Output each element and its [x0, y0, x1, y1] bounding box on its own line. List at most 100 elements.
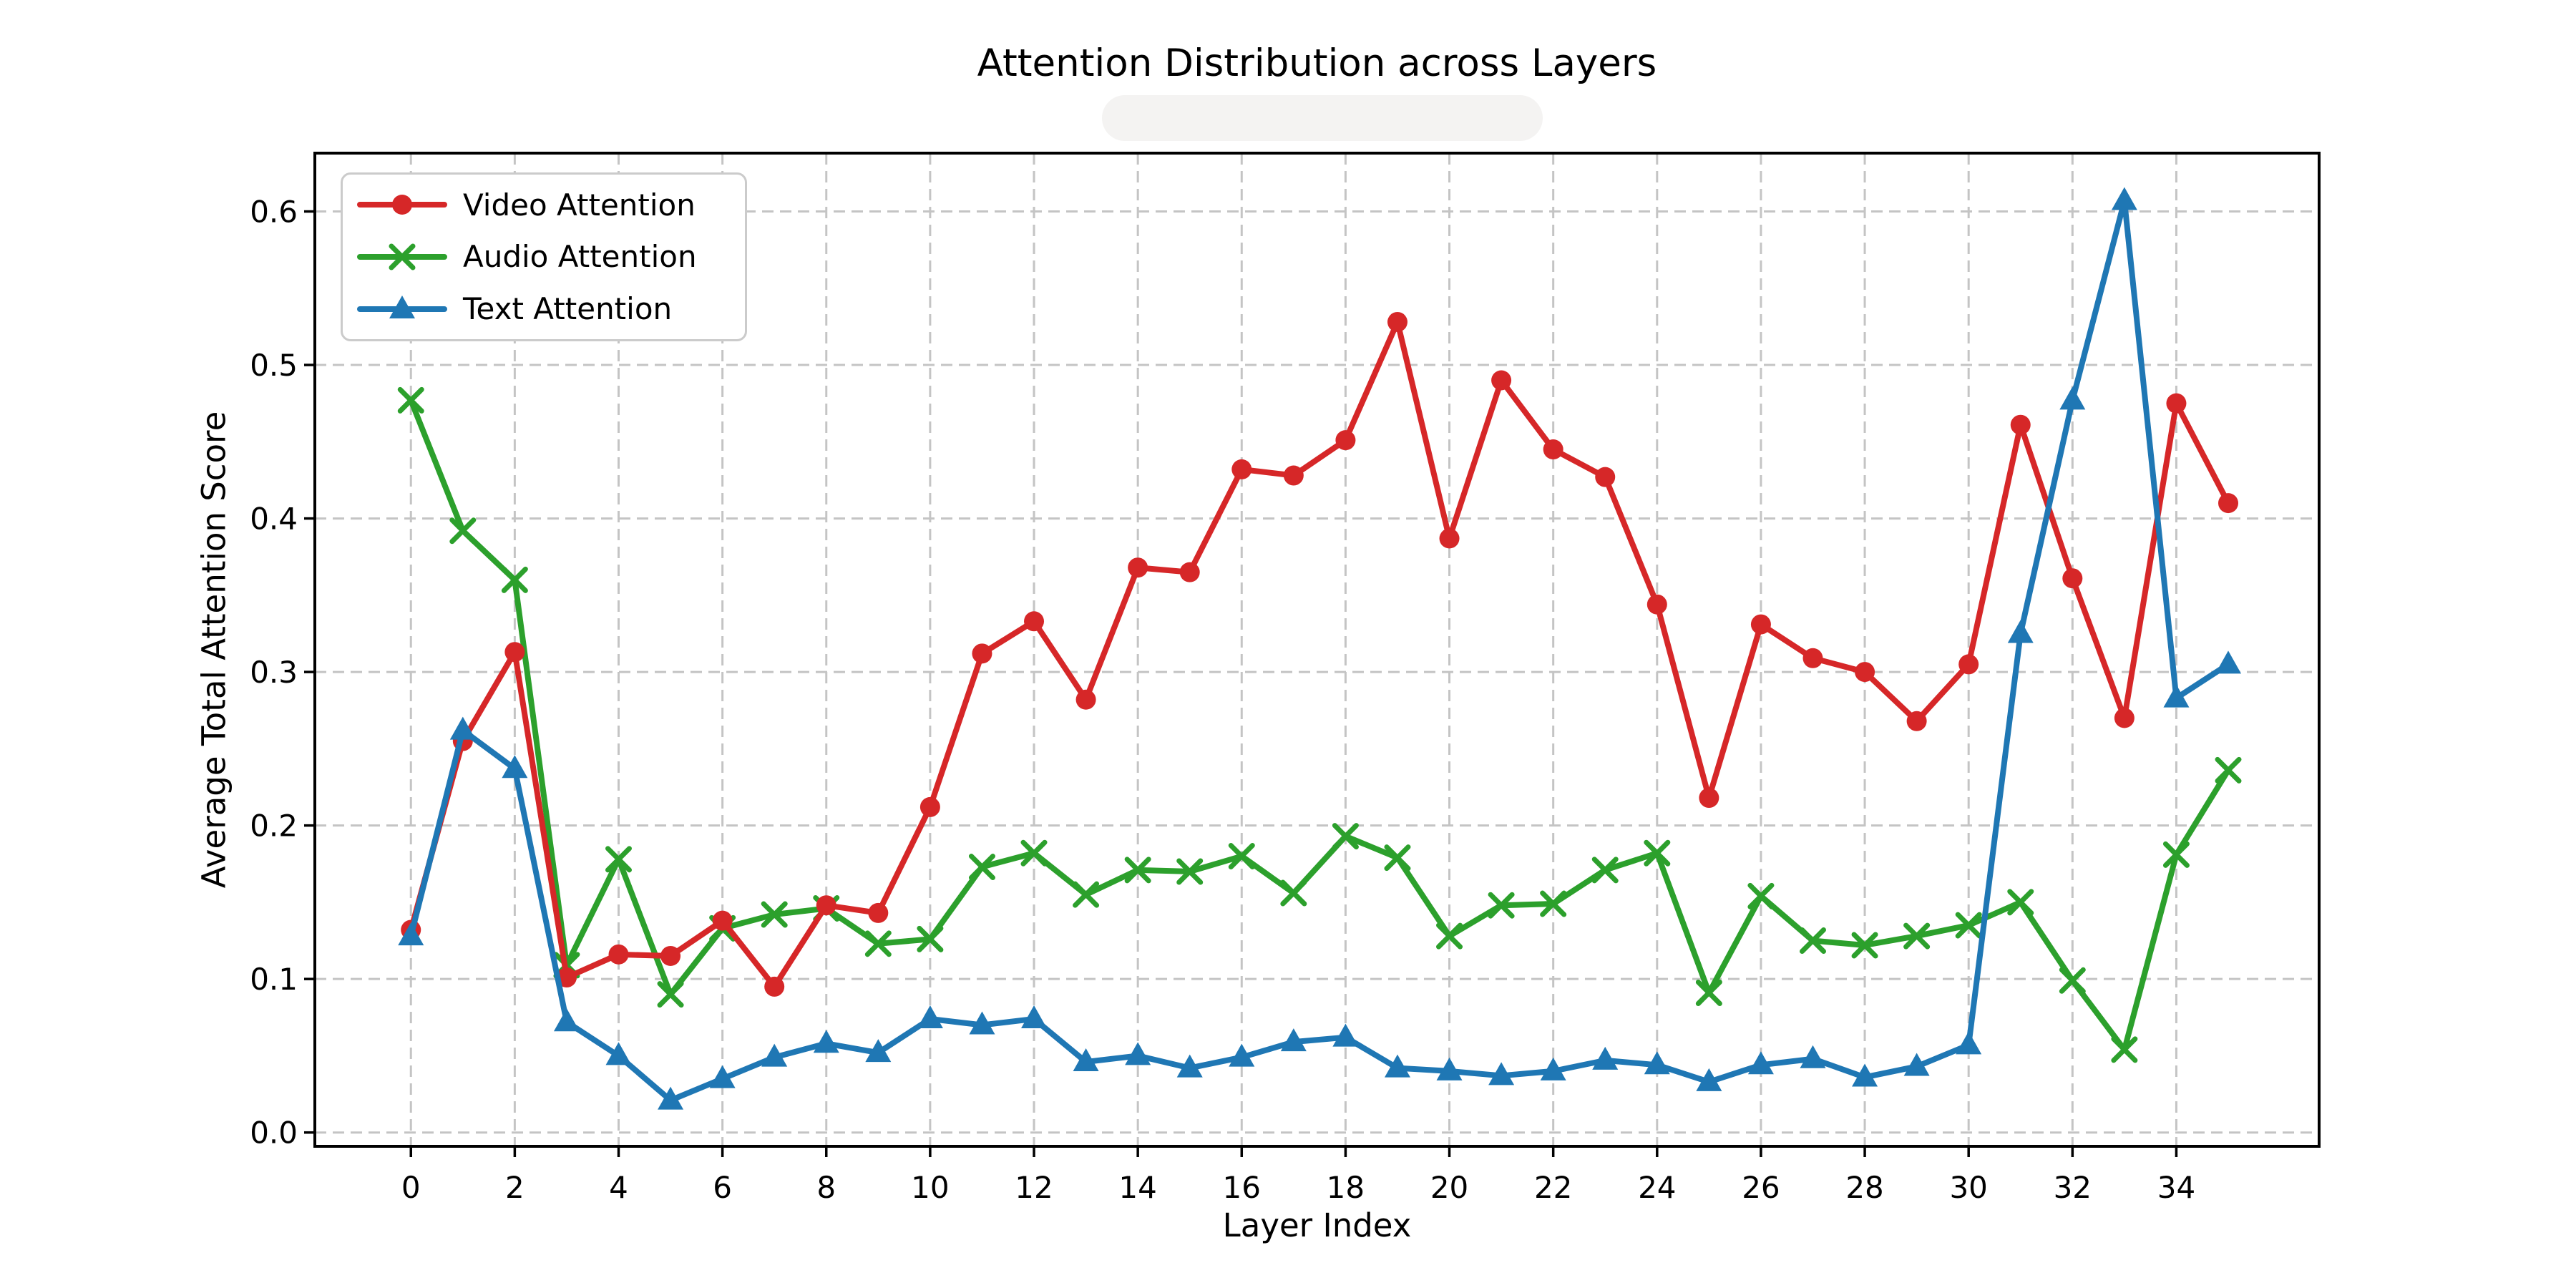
data-point-marker — [1903, 1053, 1930, 1076]
data-point-marker — [868, 902, 889, 923]
data-point-marker — [605, 846, 633, 873]
data-point-marker — [658, 1086, 684, 1110]
data-point-marker — [1128, 557, 1148, 578]
data-point-marker — [1855, 662, 1875, 683]
x-tick-label: 4 — [609, 1170, 628, 1205]
data-point-marker — [2059, 386, 2086, 410]
data-point-marker — [919, 796, 940, 817]
legend-label: Text Attention — [463, 291, 673, 327]
data-point-marker — [556, 967, 577, 988]
data-point-marker — [2111, 187, 2137, 210]
data-point-marker — [1800, 1045, 1826, 1068]
data-point-marker — [917, 925, 944, 952]
y-tick-label: 0.6 — [250, 195, 298, 230]
y-tick-label: 0.3 — [250, 655, 298, 690]
data-point-marker — [449, 716, 476, 740]
data-point-marker — [657, 981, 684, 1008]
chart-title: Attention Distribution across Layers — [977, 42, 1657, 85]
data-point-marker — [1592, 1046, 1619, 1070]
plot-frame — [313, 152, 2321, 1148]
data-point-marker — [1644, 1051, 1670, 1075]
data-point-marker — [1436, 922, 1463, 950]
data-point-marker — [1695, 979, 1722, 1006]
data-point-marker — [2007, 889, 2034, 916]
tick-labels: 0 2 4 6 8 10 12 14 16 18 20 22 24 26 28 30 32 340.00.10.2… — [250, 195, 2195, 1205]
data-point-marker — [1644, 839, 1671, 867]
data-point-marker — [1384, 844, 1411, 872]
series-video-attention — [401, 311, 2239, 997]
series-text-attention — [398, 187, 2242, 1110]
x-tick-label: 34 — [2157, 1170, 2195, 1205]
data-point-marker — [1491, 370, 1512, 391]
data-point-marker — [1646, 594, 1667, 615]
data-point-marker — [2218, 493, 2239, 514]
data-point-marker — [969, 1011, 995, 1035]
legend-label: Video Attention — [463, 187, 696, 223]
data-point-marker — [1488, 1062, 1515, 1085]
data-point-marker — [1802, 648, 1823, 668]
data-point-marker — [1852, 1063, 1878, 1087]
x-tick-label: 0 — [401, 1170, 421, 1205]
data-point-marker — [1543, 439, 1563, 460]
data-point-marker — [1125, 1042, 1151, 1065]
data-point-marker — [1591, 857, 1619, 884]
data-point-marker — [1176, 858, 1204, 885]
data-point-marker — [1280, 879, 1307, 907]
data-point-marker — [968, 854, 995, 881]
data-point-marker — [2007, 620, 2034, 643]
data-point-marker — [813, 1030, 839, 1053]
data-point-marker — [1750, 614, 1771, 635]
data-point-marker — [972, 643, 992, 664]
data-point-marker — [1699, 788, 1719, 809]
data-point-marker — [2010, 414, 2031, 435]
data-point-marker — [2059, 967, 2086, 994]
x-tick-label: 6 — [713, 1170, 732, 1205]
data-point-marker — [1436, 1057, 1463, 1080]
axis-ticks — [304, 210, 2178, 1157]
data-point-marker — [389, 243, 416, 270]
data-point-marker — [1387, 311, 1407, 332]
series-audio-attention — [397, 386, 2242, 1063]
x-tick-label: 30 — [1949, 1170, 1987, 1205]
legend-sample — [357, 295, 447, 318]
triangle-marker-sample-icon — [357, 295, 447, 318]
data-point-marker — [2062, 568, 2083, 589]
data-point-marker — [2162, 841, 2190, 868]
data-point-marker — [2114, 708, 2135, 728]
data-point-marker — [1283, 465, 1304, 486]
data-point-marker — [389, 295, 415, 318]
y-tick-label: 0.5 — [250, 348, 298, 383]
x-tick-label: 20 — [1430, 1170, 1468, 1205]
data-point-marker — [1229, 1043, 1255, 1067]
legend-item-video: Video Attention — [343, 187, 745, 223]
y-tick-label: 0.4 — [250, 502, 298, 537]
data-point-marker — [865, 1039, 892, 1063]
legend-item-text: Text Attention — [343, 291, 745, 326]
data-point-marker — [1799, 927, 1826, 955]
legend-item-audio: Audio Attention — [343, 239, 745, 274]
data-point-marker — [1231, 459, 1252, 479]
data-point-marker — [398, 922, 424, 946]
data-point-marker — [1073, 881, 1100, 908]
data-point-marker — [816, 895, 836, 916]
data-point-marker — [1439, 528, 1460, 549]
data-point-marker — [1228, 843, 1255, 870]
data-point-marker — [1540, 890, 1567, 917]
data-point-marker — [1332, 823, 1359, 850]
data-point-marker — [2215, 650, 2242, 674]
data-point-marker — [2166, 393, 2187, 414]
data-point-marker — [1335, 430, 1356, 451]
legend-box: Video Attention Audio Attention Text Atten… — [341, 172, 747, 341]
data-point-marker — [709, 1065, 736, 1088]
data-point-marker — [501, 566, 528, 593]
data-point-marker — [449, 517, 477, 545]
data-point-marker — [397, 386, 424, 414]
data-point-marker — [1595, 467, 1616, 487]
data-point-marker — [1540, 1057, 1566, 1080]
x-tick-label: 12 — [1015, 1170, 1053, 1205]
x-marker-sample-icon — [357, 243, 447, 270]
x-tick-label: 10 — [911, 1170, 949, 1205]
data-point-marker — [917, 1005, 943, 1028]
data-point-marker — [1332, 1023, 1359, 1047]
